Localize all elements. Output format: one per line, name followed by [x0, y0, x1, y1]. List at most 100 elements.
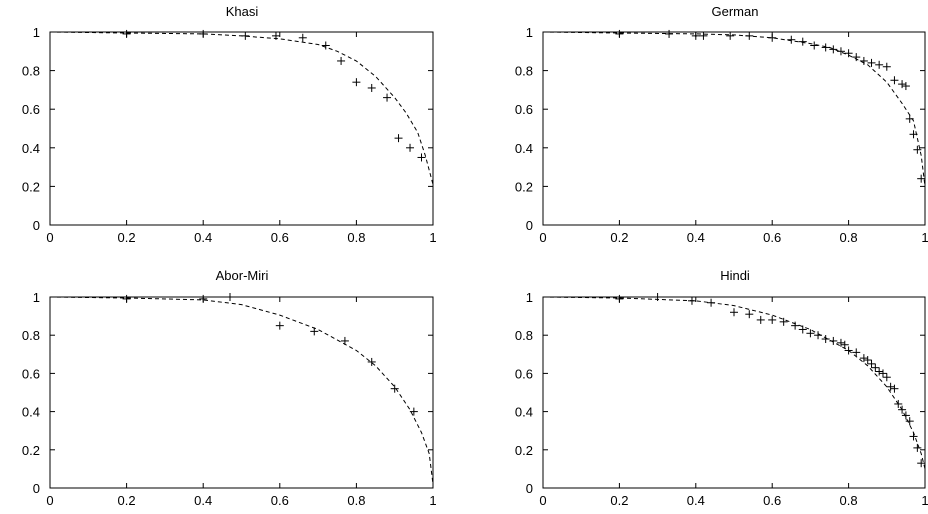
- y-tick-label: 0.6: [22, 102, 40, 117]
- data-point: [882, 62, 891, 71]
- data-point: [310, 327, 319, 336]
- data-point: [836, 338, 845, 347]
- x-tick-label: 0.8: [347, 493, 365, 508]
- data-point: [810, 41, 819, 50]
- data-point: [867, 58, 876, 67]
- data-point: [417, 153, 426, 162]
- data-point: [226, 293, 235, 301]
- y-tick-label: 0.8: [22, 64, 40, 79]
- data-point: [791, 321, 800, 330]
- x-tick-label: 0.8: [347, 230, 365, 245]
- fitted-curve: [49, 296, 434, 485]
- y-tick-label: 1: [33, 290, 40, 305]
- data-point: [352, 78, 361, 87]
- data-point: [863, 356, 872, 365]
- y-tick-label: 1: [33, 25, 40, 40]
- data-point: [615, 29, 624, 38]
- y-tick-label: 0.2: [515, 179, 533, 194]
- data-point: [699, 31, 708, 40]
- data-point: [394, 134, 403, 143]
- y-tick-label: 0.6: [22, 366, 40, 381]
- y-tick-label: 0.8: [22, 328, 40, 343]
- data-point: [840, 340, 849, 349]
- x-tick-label: 0.6: [763, 493, 781, 508]
- x-tick-label: 1: [921, 230, 928, 245]
- panel-title: Abor-Miri: [216, 268, 269, 283]
- data-point: [806, 329, 815, 338]
- data-point: [390, 384, 399, 393]
- x-tick-label: 0.6: [271, 230, 289, 245]
- data-point: [383, 93, 392, 102]
- data-point: [726, 31, 735, 40]
- data-point: [409, 407, 418, 416]
- data-point: [913, 145, 922, 154]
- x-tick-label: 0.2: [610, 230, 628, 245]
- data-point: [691, 31, 700, 40]
- data-point: [917, 174, 926, 183]
- data-point: [821, 43, 830, 52]
- data-point: [367, 83, 376, 92]
- data-point: [859, 56, 868, 65]
- x-tick-label: 1: [429, 493, 436, 508]
- data-point: [337, 56, 346, 65]
- data-point: [898, 80, 907, 89]
- data-point: [275, 321, 284, 330]
- y-tick-label: 0.6: [515, 102, 533, 117]
- plot-frame: [542, 296, 926, 489]
- data-point: [298, 33, 307, 42]
- data-point: [768, 315, 777, 324]
- data-point: [844, 49, 853, 58]
- data-point: [406, 143, 415, 152]
- data-point: [882, 373, 891, 382]
- y-tick-label: 0: [33, 218, 40, 233]
- x-tick-label: 0.4: [194, 230, 212, 245]
- x-tick-label: 0.2: [610, 493, 628, 508]
- data-point: [321, 41, 330, 50]
- panel-title: German: [712, 4, 759, 19]
- y-tick-label: 0.4: [515, 141, 533, 156]
- data-point: [867, 359, 876, 368]
- data-point: [615, 294, 624, 303]
- data-point: [821, 335, 830, 344]
- panel-title: Khasi: [226, 4, 259, 19]
- data-point: [917, 459, 926, 468]
- x-tick-label: 1: [429, 230, 436, 245]
- fitted-curve: [542, 31, 926, 187]
- data-point: [871, 363, 880, 372]
- y-tick-label: 0.4: [22, 141, 40, 156]
- y-tick-label: 0.4: [22, 405, 40, 420]
- panel-khasi: Khasi 0 0.2 0.4 0.6 0.8 1 0 0.2 0.4 0.6 0.8 1: [22, 4, 437, 245]
- x-tick-label: 0.4: [687, 493, 705, 508]
- y-tick-label: 0.4: [515, 405, 533, 420]
- data-point: [798, 325, 807, 334]
- data-point: [875, 367, 884, 376]
- data-point: [798, 37, 807, 46]
- x-tick-label: 0.4: [194, 493, 212, 508]
- data-point: [901, 82, 910, 91]
- y-tick-label: 0.2: [515, 443, 533, 458]
- y-tick-label: 0.8: [515, 64, 533, 79]
- y-tick-label: 0: [526, 481, 533, 496]
- data-point: [890, 76, 899, 85]
- y-tick-label: 0.2: [22, 179, 40, 194]
- y-tick-label: 0.8: [515, 328, 533, 343]
- data-point: [886, 382, 895, 391]
- data-point: [829, 45, 838, 54]
- data-point: [852, 348, 861, 357]
- data-point: [878, 369, 887, 378]
- x-tick-label: 1: [921, 493, 928, 508]
- y-tick-label: 0: [526, 218, 533, 233]
- data-point: [122, 294, 131, 303]
- data-point: [122, 29, 131, 38]
- x-tick-label: 0.8: [840, 230, 858, 245]
- data-point: [852, 53, 861, 62]
- y-tick-label: 1: [526, 25, 533, 40]
- data-point: [890, 384, 899, 393]
- data-point: [367, 357, 376, 366]
- data-point: [756, 315, 765, 324]
- x-tick-label: 0: [46, 230, 53, 245]
- data-point: [199, 294, 208, 303]
- data-point: [787, 35, 796, 44]
- data-point: [875, 60, 884, 69]
